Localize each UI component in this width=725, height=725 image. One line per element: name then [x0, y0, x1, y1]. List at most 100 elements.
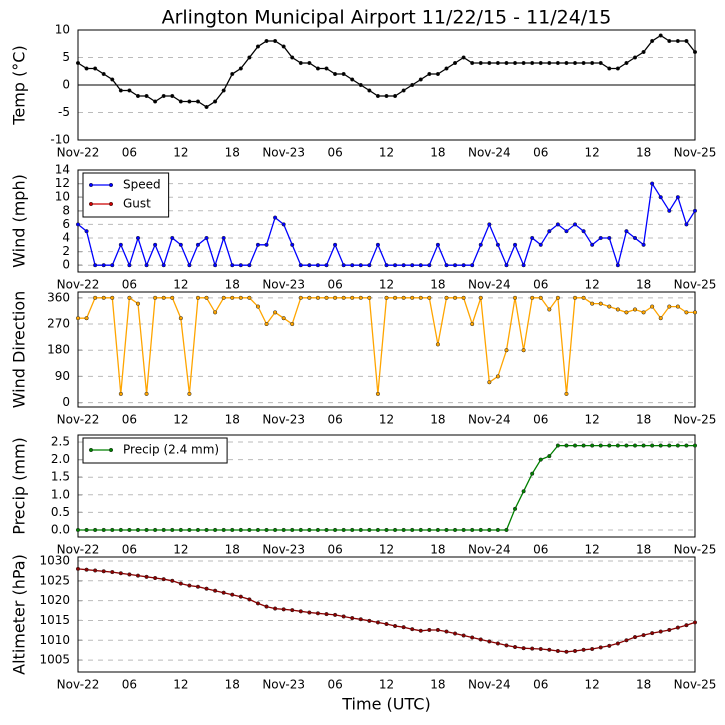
data-point [418, 628, 423, 633]
data-point [590, 60, 595, 66]
data-point [135, 573, 141, 578]
data-point [170, 527, 175, 533]
data-point [461, 295, 466, 300]
data-point [110, 527, 115, 533]
y-axis-label: Temp (°C) [10, 45, 29, 125]
data-point [367, 295, 372, 300]
data-point [153, 295, 158, 300]
x-tick-label: 06 [327, 678, 342, 692]
data-point [307, 60, 312, 66]
data-point [607, 66, 612, 71]
data-point [427, 263, 432, 268]
data-point [135, 93, 141, 99]
data-point [658, 195, 663, 200]
data-point [538, 457, 543, 462]
data-point [127, 88, 132, 93]
data-point [624, 229, 629, 234]
data-point [195, 527, 201, 533]
data-point [632, 235, 638, 241]
x-tick-label: 12 [173, 543, 188, 557]
data-point [650, 181, 655, 186]
data-point [375, 527, 380, 533]
data-point [213, 588, 218, 593]
x-tick-label: 18 [225, 146, 240, 160]
data-point [367, 527, 372, 533]
data-point [572, 295, 578, 300]
data-point [410, 627, 415, 632]
data-point [110, 77, 115, 82]
data-point [384, 527, 389, 533]
data-point [350, 527, 355, 533]
data-point [632, 635, 638, 640]
data-point [101, 569, 106, 574]
legend-marker [88, 182, 94, 188]
x-tick-label: Nov-25 [674, 278, 717, 292]
data-point [418, 77, 423, 82]
data-point [127, 572, 132, 577]
data-point [273, 38, 278, 44]
data-point [590, 646, 595, 652]
x-tick-label: 06 [533, 413, 548, 427]
data-point [101, 295, 106, 300]
data-point [692, 443, 698, 448]
data-point [615, 443, 620, 448]
data-point [84, 527, 89, 533]
data-point [135, 527, 141, 533]
x-tick-label: 06 [327, 413, 342, 427]
data-point [110, 263, 115, 268]
data-point [375, 620, 380, 625]
data-point [692, 49, 698, 55]
data-point [84, 316, 89, 321]
x-tick-label: Nov-22 [57, 413, 100, 427]
data-point [641, 443, 646, 448]
y-tick-label: 1.0 [51, 487, 70, 501]
data-point [255, 601, 261, 606]
x-tick-label: 12 [379, 278, 394, 292]
x-tick-label: 06 [122, 146, 137, 160]
data-point [598, 301, 603, 306]
data-point [367, 263, 372, 268]
y-tick-label: 270 [47, 317, 70, 331]
data-point [632, 443, 638, 448]
data-point [93, 263, 98, 268]
data-point [273, 215, 278, 220]
data-point [607, 235, 612, 241]
x-tick-label: 18 [636, 278, 651, 292]
legend-marker [88, 201, 94, 207]
data-point [478, 242, 483, 247]
data-point [547, 307, 552, 312]
data-point [170, 93, 175, 99]
y-tick-label: 1030 [39, 553, 70, 567]
data-point [358, 617, 363, 622]
data-point [221, 88, 226, 93]
data-point [281, 44, 286, 49]
data-point [564, 443, 569, 448]
x-tick-label: Nov-22 [57, 146, 100, 160]
data-point [444, 263, 449, 268]
x-tick-label: 12 [585, 413, 600, 427]
data-point [598, 235, 603, 241]
data-point [581, 443, 586, 448]
data-point [453, 263, 458, 268]
data-point [341, 295, 346, 300]
data-point [264, 242, 269, 247]
data-point [187, 391, 192, 396]
data-point [324, 527, 329, 533]
x-tick-label: Nov-22 [57, 678, 100, 692]
data-point [444, 629, 449, 634]
data-point [358, 295, 363, 300]
data-point [290, 242, 295, 247]
data-point [247, 295, 252, 300]
data-point [590, 242, 595, 247]
data-point [530, 295, 535, 300]
data-point [684, 38, 689, 44]
data-point [238, 295, 243, 300]
data-point [238, 263, 243, 268]
data-point [350, 77, 355, 82]
x-tick-label: 12 [379, 543, 394, 557]
data-point [264, 604, 269, 609]
data-point [478, 60, 483, 66]
data-point [607, 443, 612, 448]
x-tick-label: 12 [585, 678, 600, 692]
data-point [127, 263, 132, 268]
